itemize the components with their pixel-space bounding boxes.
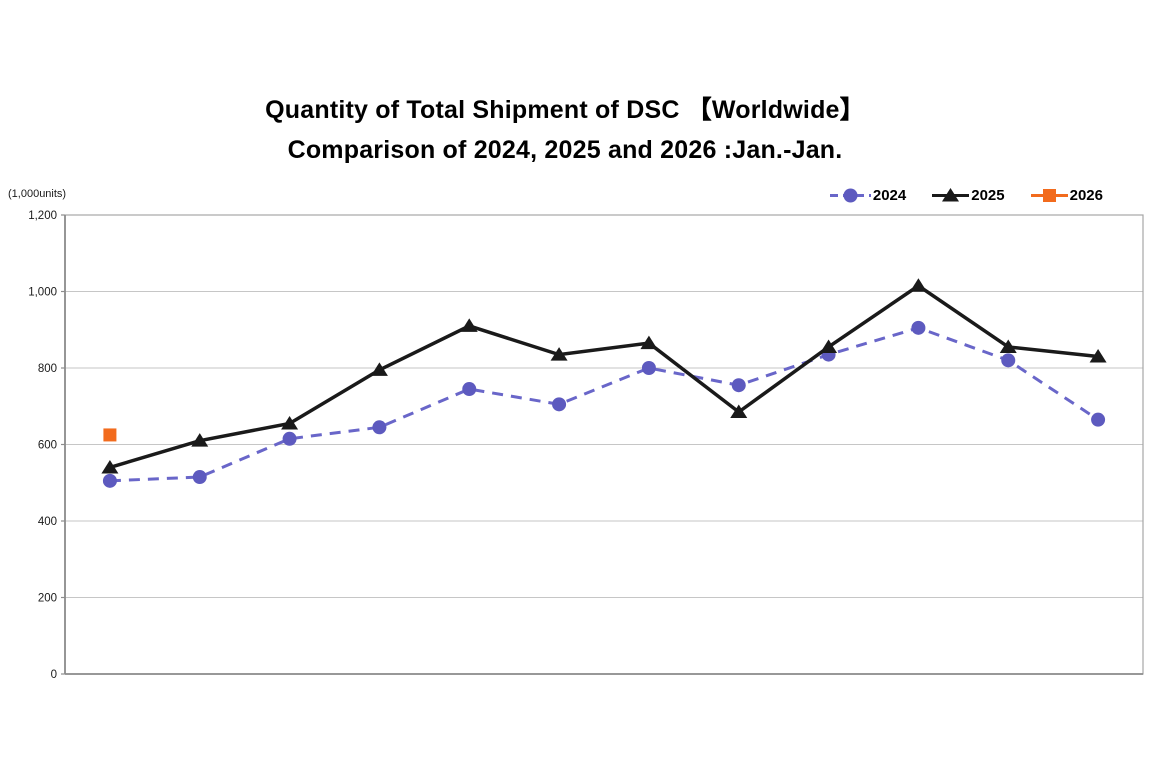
legend-marker-2026-icon	[1030, 189, 1068, 202]
point-2025-9	[909, 278, 927, 292]
point-2025-4	[460, 318, 478, 332]
y-tick-label: 200	[38, 593, 57, 605]
point-2024-7	[731, 378, 746, 393]
point-2026-legend	[1042, 189, 1056, 202]
y-tick-label: 0	[51, 669, 57, 681]
legend: 2024 2025 2026	[829, 187, 1103, 204]
point-2025-6	[640, 335, 658, 350]
legend-marker-2024-icon	[829, 188, 871, 203]
legend-item-2025: 2025	[932, 187, 1005, 204]
point-2024-2	[282, 431, 297, 446]
y-tick-label: 1,000	[28, 287, 57, 299]
chart-title: Quantity of Total Shipment of DSC 【World…	[0, 90, 1130, 170]
legend-label-2024: 2024	[872, 187, 907, 204]
legend-label-2025: 2025	[971, 187, 1005, 204]
y-axis-unit-label: (1,000units)	[8, 188, 67, 200]
series-2025	[101, 278, 1107, 474]
legend-item-2024: 2024	[829, 187, 907, 204]
point-2025-1	[191, 433, 209, 447]
y-tick-label: 600	[38, 440, 57, 452]
point-2025-3	[370, 362, 388, 376]
point-2026-0	[103, 428, 117, 442]
series-2024-line	[109, 326, 1099, 483]
point-2024-5	[552, 397, 567, 412]
point-2024-0	[102, 473, 117, 488]
legend-label-2026: 2026	[1069, 187, 1103, 204]
series-2025-line	[109, 283, 1099, 470]
point-2025-2	[281, 415, 299, 430]
point-2024-10	[1001, 353, 1016, 368]
series-2024	[102, 320, 1106, 488]
y-tick-label: 1,200	[28, 210, 57, 222]
legend-item-2026: 2026	[1030, 187, 1103, 204]
point-2025-7	[730, 404, 748, 418]
y-tick-label: 400	[38, 516, 57, 528]
chart-title-line1: Quantity of Total Shipment of DSC 【World…	[265, 96, 865, 124]
point-2025-10	[999, 339, 1017, 353]
point-2024-6	[641, 361, 656, 375]
point-2024-4	[462, 382, 477, 397]
point-2024-1	[192, 470, 207, 485]
point-2024-legend	[843, 188, 858, 203]
point-2025-legend	[942, 188, 960, 202]
chart-title-line2: Comparison of 2024, 2025 and 2026 :Jan.-…	[287, 136, 843, 164]
point-2025-5	[550, 347, 568, 361]
point-2024-11	[1091, 412, 1106, 427]
series-2026	[103, 428, 117, 442]
y-tick-label: 800	[38, 363, 57, 375]
legend-marker-2025-icon	[932, 188, 970, 202]
point-2025-0	[101, 459, 119, 474]
point-2024-9	[911, 320, 926, 335]
point-2024-3	[372, 420, 387, 435]
point-2025-8	[820, 339, 838, 353]
point-2025-11	[1089, 349, 1107, 363]
